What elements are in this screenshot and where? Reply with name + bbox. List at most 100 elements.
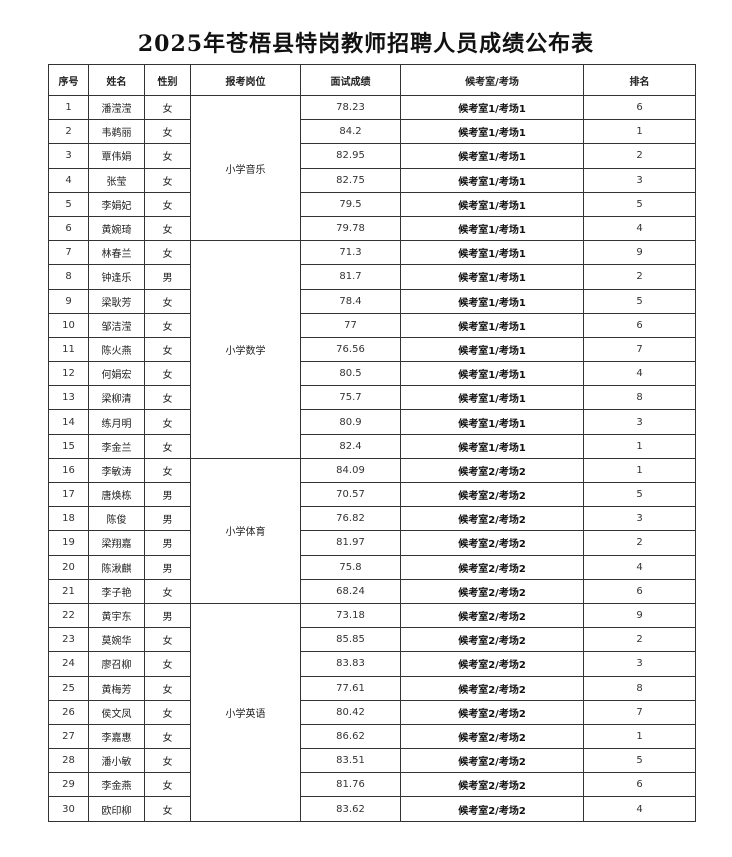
exam-room: 候考室1/考场1: [400, 361, 584, 387]
rank: 1: [583, 457, 696, 484]
interview-score: 81.76: [300, 772, 401, 798]
interview-score: 83.51: [300, 748, 401, 774]
row-number: 17: [48, 481, 89, 508]
row-number: 22: [48, 602, 89, 629]
rank: 1: [583, 119, 696, 145]
exam-room: 候考室2/考场2: [400, 578, 584, 604]
rank: 6: [583, 772, 696, 798]
candidate-gender: 女: [144, 288, 191, 314]
candidate-name: 梁翔嘉: [88, 530, 145, 556]
interview-score: 75.8: [300, 554, 401, 580]
interview-score: 77: [300, 312, 401, 338]
candidate-name: 潘小敏: [88, 748, 145, 774]
table-row: 21 李子艳女 68.24 候考室2/考场2 6: [48, 578, 696, 604]
row-number: 26: [48, 699, 89, 725]
exam-room: 候考室1/考场1: [400, 288, 584, 314]
candidate-gender: 女: [144, 119, 191, 145]
position-cell: 小学体育: [190, 457, 301, 604]
candidate-name: 李金兰: [88, 433, 145, 459]
candidate-name: 李嘉惠: [88, 723, 145, 750]
header-row: 序号 姓名 性别 报考岗位 面试成绩 候考室/考场 排名: [48, 64, 696, 96]
candidate-name: 陈俊: [88, 506, 145, 532]
candidate-gender: 女: [144, 94, 191, 121]
row-number: 12: [48, 361, 89, 387]
exam-room: 候考室1/考场1: [400, 167, 584, 193]
candidate-gender: 女: [144, 699, 191, 725]
candidate-name: 欧印柳: [88, 796, 145, 822]
exam-room: 候考室2/考场2: [400, 602, 584, 629]
rank: 3: [583, 651, 696, 677]
rank: 9: [583, 602, 696, 629]
table-row: 10 邹洁滢女 77 候考室1/考场1 6: [48, 312, 696, 338]
row-number: 9: [48, 288, 89, 314]
row-number: 19: [48, 530, 89, 556]
exam-room: 候考室1/考场1: [400, 240, 584, 266]
rank: 5: [583, 481, 696, 508]
row-number: 3: [48, 143, 89, 169]
exam-room: 候考室1/考场1: [400, 409, 584, 435]
table-row: 9 梁耿芳女 78.4 候考室1/考场1 5: [48, 288, 696, 314]
table-row: 4 张莹女 82.75 候考室1/考场1 3: [48, 167, 696, 193]
results-table: 序号 姓名 性别 报考岗位 面试成绩 候考室/考场 排名 1 潘滢滢女小学音乐 78…: [48, 64, 696, 822]
header-gender: 性别: [144, 64, 191, 96]
interview-score: 79.78: [300, 215, 401, 242]
candidate-name: 陈湫麒: [88, 554, 145, 580]
table-row: 25 黄梅芳女 77.61 候考室2/考场2 8: [48, 675, 696, 701]
row-number: 20: [48, 554, 89, 580]
row-number: 23: [48, 627, 89, 653]
candidate-gender: 女: [144, 215, 191, 242]
rank: 8: [583, 675, 696, 701]
interview-score: 82.4: [300, 433, 401, 459]
rank: 2: [583, 627, 696, 653]
interview-score: 78.23: [300, 94, 401, 121]
exam-room: 候考室2/考场2: [400, 796, 584, 822]
rank: 5: [583, 191, 696, 217]
candidate-gender: 男: [144, 602, 191, 629]
row-number: 18: [48, 506, 89, 532]
candidate-gender: 女: [144, 675, 191, 701]
table-row: 5 李娟妃女 79.5 候考室1/考场1 5: [48, 191, 696, 217]
candidate-gender: 女: [144, 409, 191, 435]
exam-room: 候考室2/考场2: [400, 506, 584, 532]
candidate-name: 李敏涛: [88, 457, 145, 484]
row-number: 5: [48, 191, 89, 217]
rank: 1: [583, 723, 696, 750]
candidate-name: 潘滢滢: [88, 94, 145, 121]
header-room: 候考室/考场: [400, 64, 584, 96]
table-row: 17 唐焕栋男 70.57 候考室2/考场2 5: [48, 481, 696, 508]
candidate-gender: 女: [144, 796, 191, 822]
table-row: 22 黄宇东男小学英语 73.18 候考室2/考场2 9: [48, 602, 696, 822]
interview-score: 73.18: [300, 602, 401, 629]
candidate-gender: 女: [144, 385, 191, 411]
rank: 4: [583, 361, 696, 387]
rank: 4: [583, 554, 696, 580]
candidate-gender: 女: [144, 191, 191, 217]
candidate-gender: 男: [144, 264, 191, 290]
rank: 1: [583, 433, 696, 459]
exam-room: 候考室2/考场2: [400, 675, 584, 701]
exam-room: 候考室1/考场1: [400, 312, 584, 338]
candidate-name: 黄梅芳: [88, 675, 145, 701]
row-number: 11: [48, 336, 89, 363]
rank: 4: [583, 796, 696, 822]
table-row: 24 廖召柳女 83.83 候考室2/考场2 3: [48, 651, 696, 677]
exam-room: 候考室2/考场2: [400, 723, 584, 750]
exam-room: 候考室2/考场2: [400, 748, 584, 774]
exam-room: 候考室1/考场1: [400, 336, 584, 363]
exam-room: 候考室2/考场2: [400, 627, 584, 653]
candidate-name: 韦鹈丽: [88, 119, 145, 145]
row-number: 27: [48, 723, 89, 750]
interview-score: 84.2: [300, 119, 401, 145]
candidate-name: 李金燕: [88, 772, 145, 798]
table-row: 6 黄婉琦女 79.78 候考室1/考场1 4: [48, 215, 696, 242]
interview-score: 80.9: [300, 409, 401, 435]
row-number: 28: [48, 748, 89, 774]
exam-room: 候考室2/考场2: [400, 772, 584, 798]
candidate-name: 何娟宏: [88, 361, 145, 387]
interview-score: 82.95: [300, 143, 401, 169]
table-row: 8 钟逢乐男 81.7 候考室1/考场1 2: [48, 264, 696, 290]
candidate-gender: 男: [144, 481, 191, 508]
rank: 3: [583, 409, 696, 435]
rank: 5: [583, 748, 696, 774]
exam-room: 候考室1/考场1: [400, 94, 584, 121]
